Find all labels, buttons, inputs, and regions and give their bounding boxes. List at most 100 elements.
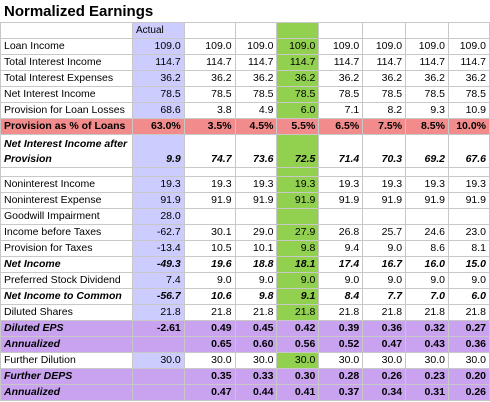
scenario-value-cell[interactable]: 0.60 [234,336,278,353]
scenario-value-cell[interactable]: 7.0 [405,288,449,305]
scenario-value-cell[interactable]: 9.0 [234,272,278,289]
scenario-value-cell[interactable]: 78.5 [318,86,364,103]
scenario-value-cell[interactable]: 30.0 [234,352,278,369]
scenario-value-cell[interactable]: 9.0 [447,272,490,289]
row-label-cell[interactable]: Diluted EPS [0,320,133,337]
scenario-value-cell[interactable]: 15.0 [447,256,490,273]
scenario-value-cell[interactable]: 78.5 [447,86,490,103]
row-label-cell[interactable]: Goodwill Impairment [0,208,133,225]
scenario-value-cell[interactable]: 19.3 [405,176,449,193]
row-label-cell[interactable]: Noninterest Income [0,176,133,193]
scenario-value-cell[interactable]: 18.1 [276,256,320,273]
row-label-cell[interactable]: Net Interest Income after Provision [0,134,133,168]
scenario-value-cell[interactable]: 23.0 [447,224,490,241]
scenario-value-cell[interactable]: 9.4 [318,240,364,257]
scenario-value-cell[interactable] [447,208,490,225]
scenario-value-cell[interactable]: 36.2 [234,70,278,87]
scenario-value-cell[interactable]: 7.1 [318,102,364,119]
scenario-value-cell[interactable]: 0.28 [318,368,364,385]
scenario-value-cell[interactable]: 5.5% [276,118,320,135]
actual-value-cell[interactable]: 9.9 [131,134,185,168]
scenario-value-cell[interactable]: 36.2 [276,70,320,87]
scenario-value-cell[interactable]: 109.0 [234,38,278,55]
row-label-cell[interactable]: Income before Taxes [0,224,133,241]
scenario-value-cell[interactable] [318,208,364,225]
scenario-value-cell[interactable]: 29.0 [234,224,278,241]
scenario-value-cell[interactable]: 21.8 [276,304,320,321]
actual-value-cell[interactable]: 30.0 [131,352,185,369]
scenario-value-cell[interactable]: 21.8 [362,304,407,321]
row-label-cell[interactable]: Net Interest Income [0,86,133,103]
row-label-cell[interactable]: Noninterest Expense [0,192,133,209]
row-label-cell[interactable]: Total Interest Income [0,54,133,71]
scenario-value-cell[interactable]: 30.0 [276,352,320,369]
actual-value-cell[interactable]: 36.2 [131,70,185,87]
scenario-value-cell[interactable]: 91.9 [183,192,236,209]
scenario-value-cell[interactable]: 6.0 [276,102,320,119]
empty-cell[interactable] [234,167,278,177]
scenario-value-cell[interactable]: 0.33 [234,368,278,385]
scenario-value-cell[interactable]: 0.52 [318,336,364,353]
scenario-value-cell[interactable]: 17.4 [318,256,364,273]
scenario-value-cell[interactable]: 36.2 [362,70,407,87]
scenario-value-cell[interactable]: 30.0 [362,352,407,369]
scenario-value-cell[interactable]: 0.36 [362,320,407,337]
scenario-value-cell[interactable]: 8.1 [447,240,490,257]
header-cell[interactable] [362,22,407,39]
scenario-value-cell[interactable]: 36.2 [405,70,449,87]
scenario-value-cell[interactable]: 19.6 [183,256,236,273]
empty-cell[interactable] [131,167,185,177]
scenario-value-cell[interactable]: 0.26 [362,368,407,385]
scenario-value-cell[interactable]: 0.65 [183,336,236,353]
scenario-value-cell[interactable]: 91.9 [447,192,490,209]
scenario-value-cell[interactable]: 19.3 [234,176,278,193]
scenario-value-cell[interactable]: 21.8 [318,304,364,321]
scenario-value-cell[interactable]: 9.0 [362,240,407,257]
header-blank-cell[interactable] [0,22,133,39]
scenario-value-cell[interactable]: 7.7 [362,288,407,305]
actual-value-cell[interactable]: 78.5 [131,86,185,103]
actual-value-cell[interactable]: 63.0% [131,118,185,135]
row-label-cell[interactable]: Diluted Shares [0,304,133,321]
empty-cell[interactable] [0,167,133,177]
actual-value-cell[interactable] [131,384,185,401]
row-label-cell[interactable]: Further Dilution [0,352,133,369]
scenario-value-cell[interactable]: 114.7 [405,54,449,71]
scenario-value-cell[interactable]: 9.8 [234,288,278,305]
scenario-value-cell[interactable]: 18.8 [234,256,278,273]
scenario-value-cell[interactable]: 0.47 [183,384,236,401]
actual-value-cell[interactable]: 21.8 [131,304,185,321]
actual-value-cell[interactable] [131,336,185,353]
scenario-value-cell[interactable]: 73.6 [234,134,278,168]
empty-cell[interactable] [362,167,407,177]
scenario-value-cell[interactable]: 91.9 [276,192,320,209]
scenario-value-cell[interactable]: 30.0 [405,352,449,369]
scenario-value-cell[interactable]: 78.5 [183,86,236,103]
scenario-value-cell[interactable] [276,208,320,225]
scenario-value-cell[interactable]: 7.5% [362,118,407,135]
scenario-value-cell[interactable]: 109.0 [405,38,449,55]
actual-value-cell[interactable]: -13.4 [131,240,185,257]
scenario-value-cell[interactable]: 0.35 [183,368,236,385]
scenario-value-cell[interactable]: 9.0 [276,272,320,289]
scenario-value-cell[interactable]: 0.41 [276,384,320,401]
empty-cell[interactable] [276,167,320,177]
scenario-value-cell[interactable]: 21.8 [183,304,236,321]
scenario-value-cell[interactable]: 36.2 [183,70,236,87]
scenario-value-cell[interactable]: 71.4 [318,134,364,168]
scenario-value-cell[interactable]: 21.8 [447,304,490,321]
scenario-value-cell[interactable]: 27.9 [276,224,320,241]
scenario-value-cell[interactable]: 10.1 [234,240,278,257]
row-label-cell[interactable]: Further DEPS [0,368,133,385]
actual-value-cell[interactable]: -62.7 [131,224,185,241]
scenario-value-cell[interactable]: 16.0 [405,256,449,273]
scenario-value-cell[interactable]: 19.3 [447,176,490,193]
scenario-value-cell[interactable]: 0.30 [276,368,320,385]
scenario-value-cell[interactable]: 26.8 [318,224,364,241]
header-cell[interactable] [318,22,364,39]
scenario-value-cell[interactable]: 78.5 [234,86,278,103]
scenario-value-cell[interactable]: 9.0 [318,272,364,289]
scenario-value-cell[interactable]: 109.0 [318,38,364,55]
actual-value-cell[interactable]: 68.6 [131,102,185,119]
scenario-value-cell[interactable]: 8.5% [405,118,449,135]
